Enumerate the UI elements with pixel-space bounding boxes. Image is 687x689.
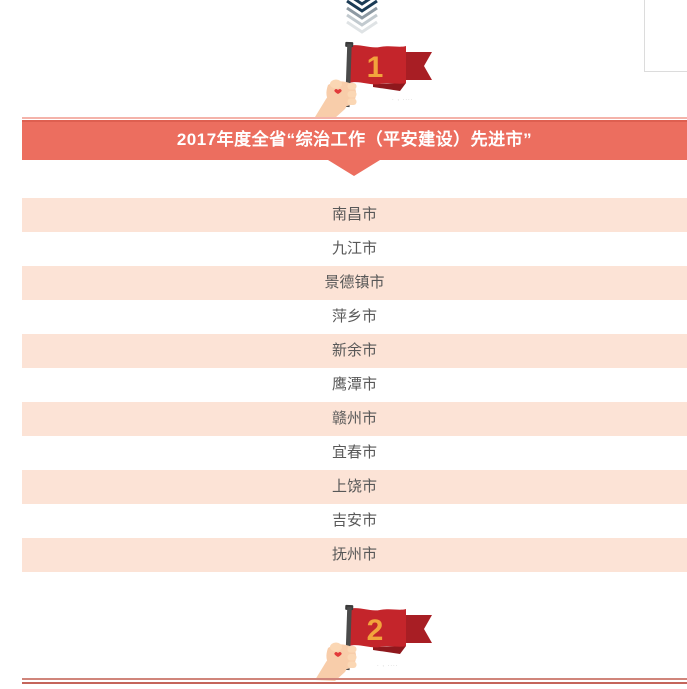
city-row: 宜春市 [22, 436, 687, 470]
illegible-watermark: . , .... [377, 662, 399, 668]
city-row: 吉安市 [22, 504, 687, 538]
scroll-down-chevrons-icon [346, 0, 378, 34]
city-list: 南昌市 九江市 景德镇市 萍乡市 新余市 鹰潭市 赣州市 宜春市 上饶市 吉安市… [22, 198, 687, 572]
hand-flag-icon: 2 [315, 604, 432, 681]
flag-number: 2 [367, 614, 384, 647]
flag-2-illustration: 2 [303, 603, 435, 681]
city-row: 抚州市 [22, 538, 687, 572]
bottom-divider [22, 678, 687, 684]
floating-panel-corner [644, 0, 687, 72]
hand-flag-icon: 1 [315, 41, 432, 118]
city-row: 新余市 [22, 334, 687, 368]
divider-line-bottom [22, 682, 687, 684]
city-row: 鹰潭市 [22, 368, 687, 402]
hand [315, 642, 357, 681]
banner-arrow-down-icon [328, 160, 380, 176]
hand [315, 79, 357, 118]
divider-line-top [22, 678, 687, 680]
illegible-watermark: . , .... [392, 96, 414, 102]
section-1-banner: 2017年度全省“综治工作（平安建设）先进市” [22, 117, 687, 160]
city-row: 上饶市 [22, 470, 687, 504]
city-row: 九江市 [22, 232, 687, 266]
city-row: 萍乡市 [22, 300, 687, 334]
city-row: 南昌市 [22, 198, 687, 232]
flag-1-illustration: 1 [303, 40, 435, 118]
city-row: 赣州市 [22, 402, 687, 436]
banner-top-line [22, 117, 687, 119]
flag-number: 1 [367, 51, 384, 84]
city-row: 景德镇市 [22, 266, 687, 300]
banner-title: 2017年度全省“综治工作（平安建设）先进市” [22, 120, 687, 160]
